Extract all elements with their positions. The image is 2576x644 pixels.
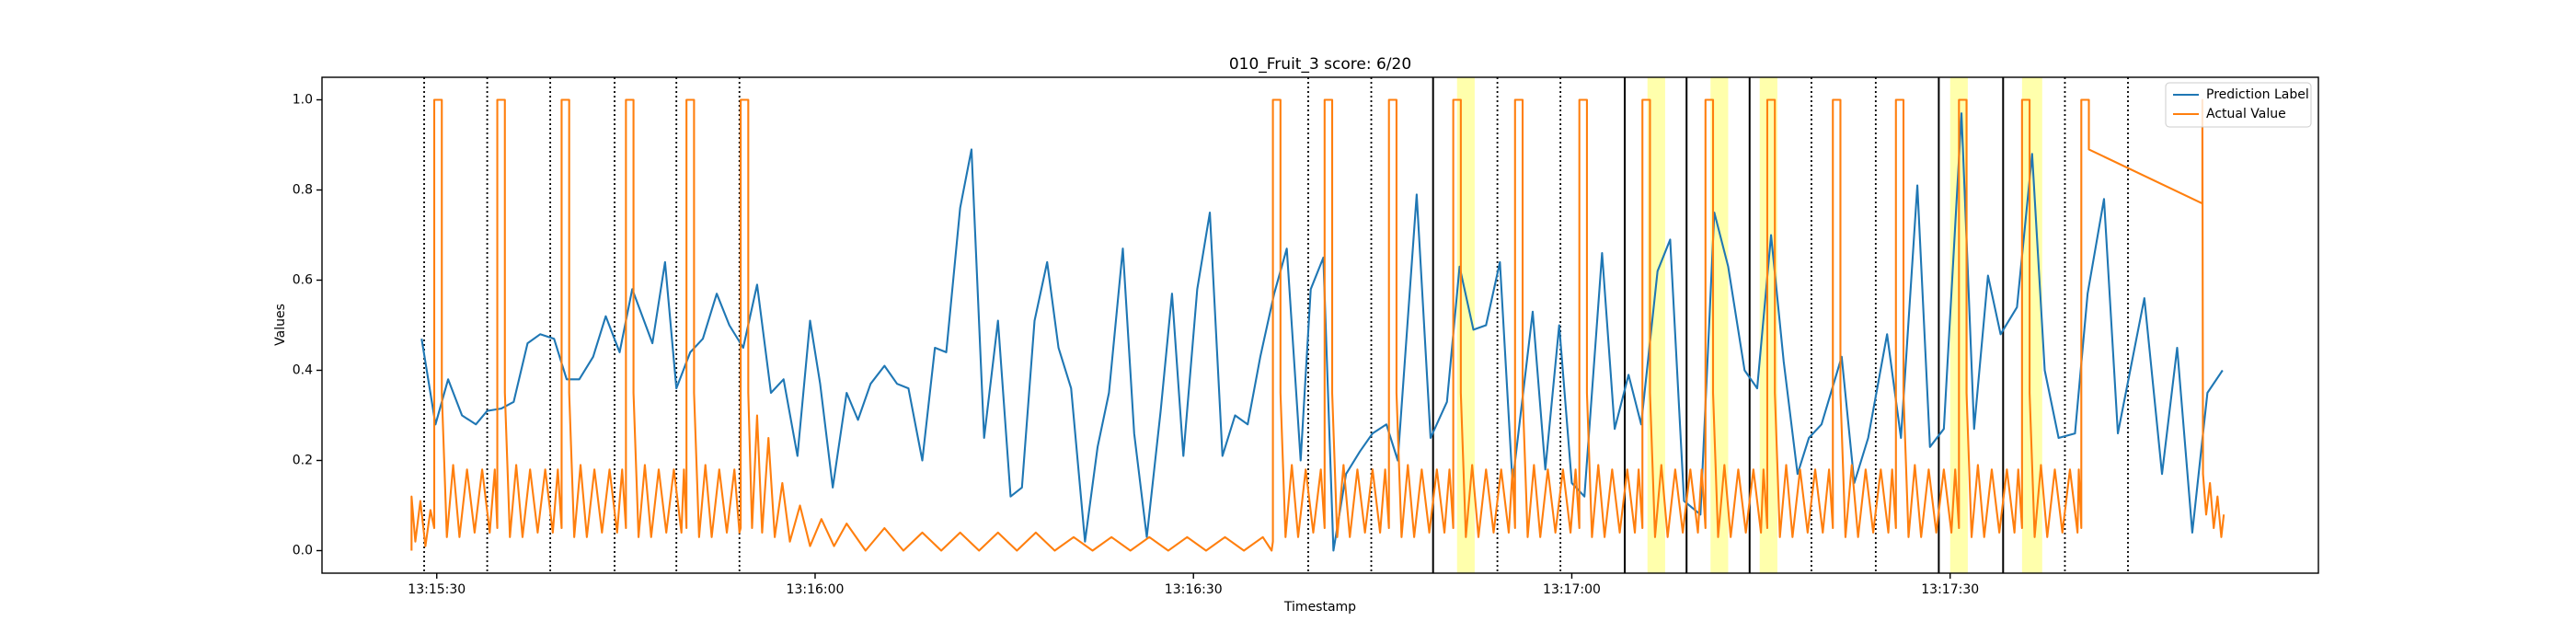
y-tick-label: 0.8 (293, 183, 313, 198)
legend-label: Prediction Label (2206, 87, 2309, 102)
y-tick-label: 0.2 (293, 454, 313, 468)
series-line (410, 98, 2225, 552)
highlight-span (1759, 77, 1777, 573)
legend-label: Actual Value (2206, 107, 2286, 121)
y-tick-label: 0.6 (293, 273, 313, 288)
y-axis-label: Values (273, 304, 288, 346)
y-tick-label: 0.4 (293, 363, 313, 378)
x-tick-label: 13:17:30 (1921, 582, 1979, 597)
axes-frame (321, 76, 2319, 574)
x-tick-label: 13:16:00 (787, 582, 845, 597)
plot-area (410, 77, 2225, 573)
x-axis-label: Timestamp (1283, 600, 1356, 615)
legend: Prediction Label Actual Value (2165, 82, 2312, 128)
legend-box (2165, 82, 2312, 128)
series-line (420, 112, 2224, 552)
y-tick-label: 0.0 (293, 544, 313, 558)
highlight-span (2021, 77, 2042, 573)
x-tick-label: 13:16:30 (1165, 582, 1223, 597)
chart-title: 010_Fruit_3 score: 6/20 (1229, 55, 1411, 74)
x-tick-label: 13:15:30 (408, 582, 466, 597)
y-tick-label: 1.0 (293, 93, 313, 108)
x-tick-label: 13:17:00 (1543, 582, 1601, 597)
